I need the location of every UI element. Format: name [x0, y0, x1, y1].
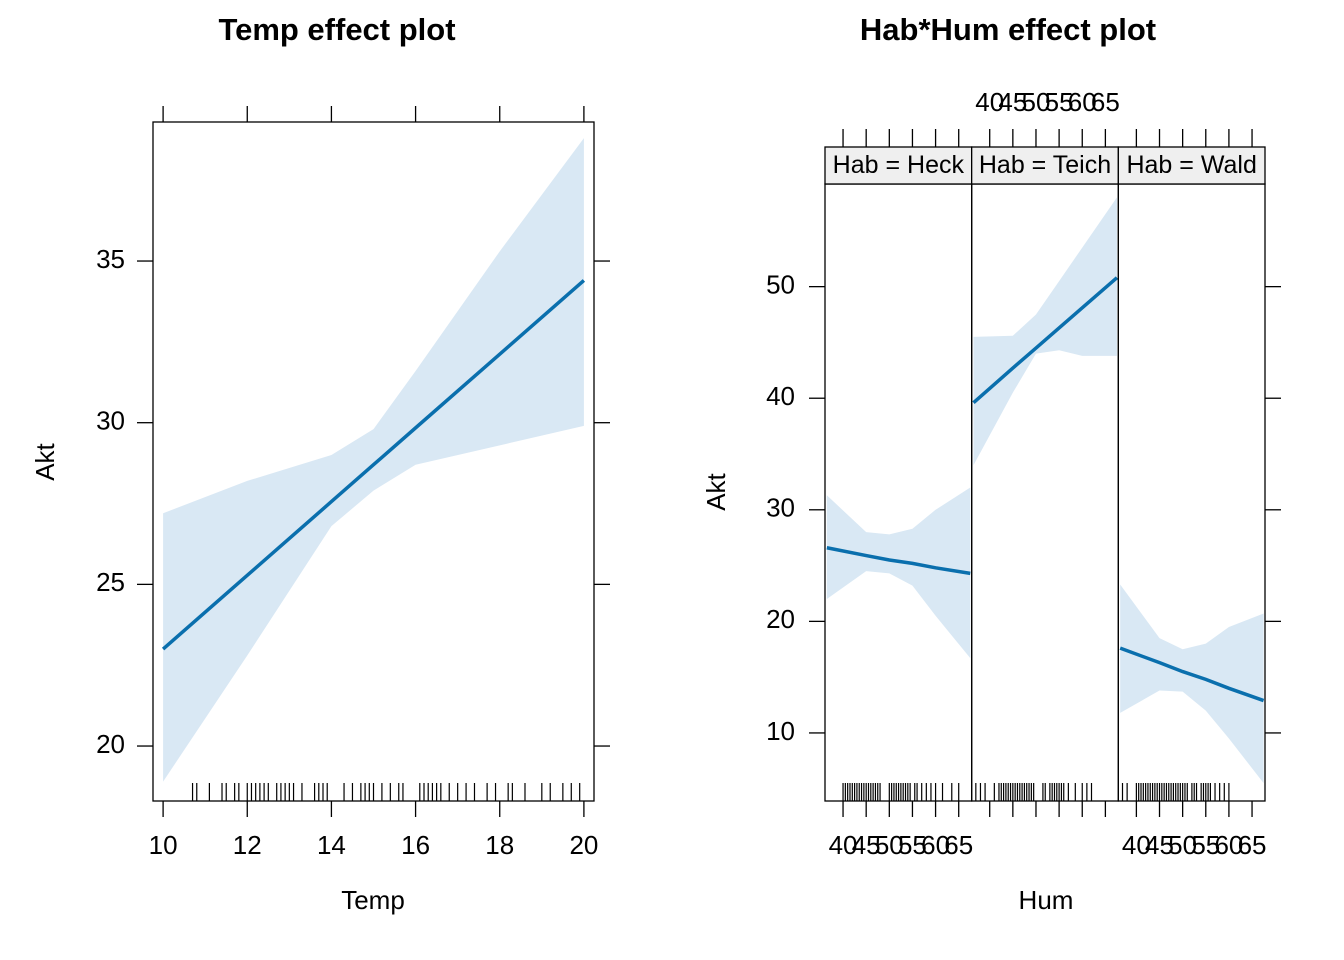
x-tick-label: 65 — [1091, 87, 1120, 117]
x-tick-label: 60 — [1068, 87, 1097, 117]
confidence-band — [163, 138, 584, 782]
x-tick-label: 55 — [1191, 830, 1220, 860]
effect-line — [1119, 646, 1265, 703]
y-axis-title: Akt — [30, 442, 60, 480]
x-tick-label: 50 — [1022, 87, 1051, 117]
effect-line — [972, 276, 1119, 404]
y-tick-label: 30 — [96, 406, 125, 436]
y-tick-label: 50 — [766, 270, 795, 300]
x-tick-label: 55 — [1045, 87, 1074, 117]
plot-border — [152, 121, 595, 802]
strip-label: Hab = Teich — [979, 151, 1111, 179]
confidence-band — [826, 487, 971, 659]
y-tick-label: 30 — [766, 493, 795, 523]
effect-line — [161, 279, 586, 651]
chart-title: Hab*Hum effect plot — [860, 12, 1156, 47]
effect-line — [826, 546, 971, 576]
y-tick-label: 20 — [766, 604, 795, 634]
x-tick-label: 65 — [1238, 830, 1267, 860]
x-tick-label: 18 — [485, 830, 514, 860]
x-tick-label: 14 — [317, 830, 346, 860]
x-tick-label: 40 — [975, 87, 1004, 117]
x-tick-label: 60 — [921, 830, 950, 860]
x-tick-label: 50 — [875, 830, 904, 860]
x-tick-label: 10 — [149, 830, 178, 860]
y-tick-label: 20 — [96, 729, 125, 759]
strip-label: Hab = Heck — [833, 151, 965, 179]
x-tick-label: 65 — [944, 830, 973, 860]
strip — [824, 146, 973, 185]
x-tick-label: 40 — [829, 830, 858, 860]
x-tick-label: 45 — [1145, 830, 1174, 860]
x-tick-label: 45 — [852, 830, 881, 860]
y-tick-label: 25 — [96, 567, 125, 597]
x-tick-label: 55 — [898, 830, 927, 860]
x-tick-label: 50 — [1168, 830, 1197, 860]
strip-label: Hab = Wald — [1126, 151, 1256, 179]
x-tick-label: 45 — [998, 87, 1027, 117]
y-tick-label: 10 — [766, 716, 795, 746]
x-tick-label: 12 — [233, 830, 262, 860]
y-tick-label: 35 — [96, 244, 125, 274]
x-tick-label: 16 — [401, 830, 430, 860]
x-tick-label: 60 — [1214, 830, 1243, 860]
confidence-band — [1120, 584, 1264, 784]
confidence-band — [973, 197, 1117, 466]
panel-border — [824, 183, 973, 802]
chart-title: Temp effect plot — [218, 12, 455, 47]
x-tick-label: 20 — [569, 830, 598, 860]
y-tick-label: 40 — [766, 381, 795, 411]
x-axis-title: Hum — [1019, 885, 1074, 915]
x-tick-label: 40 — [1122, 830, 1151, 860]
y-axis-title: Akt — [701, 472, 731, 510]
strip — [971, 146, 1119, 185]
x-axis-title: Temp — [341, 885, 405, 915]
strip — [1117, 146, 1266, 185]
